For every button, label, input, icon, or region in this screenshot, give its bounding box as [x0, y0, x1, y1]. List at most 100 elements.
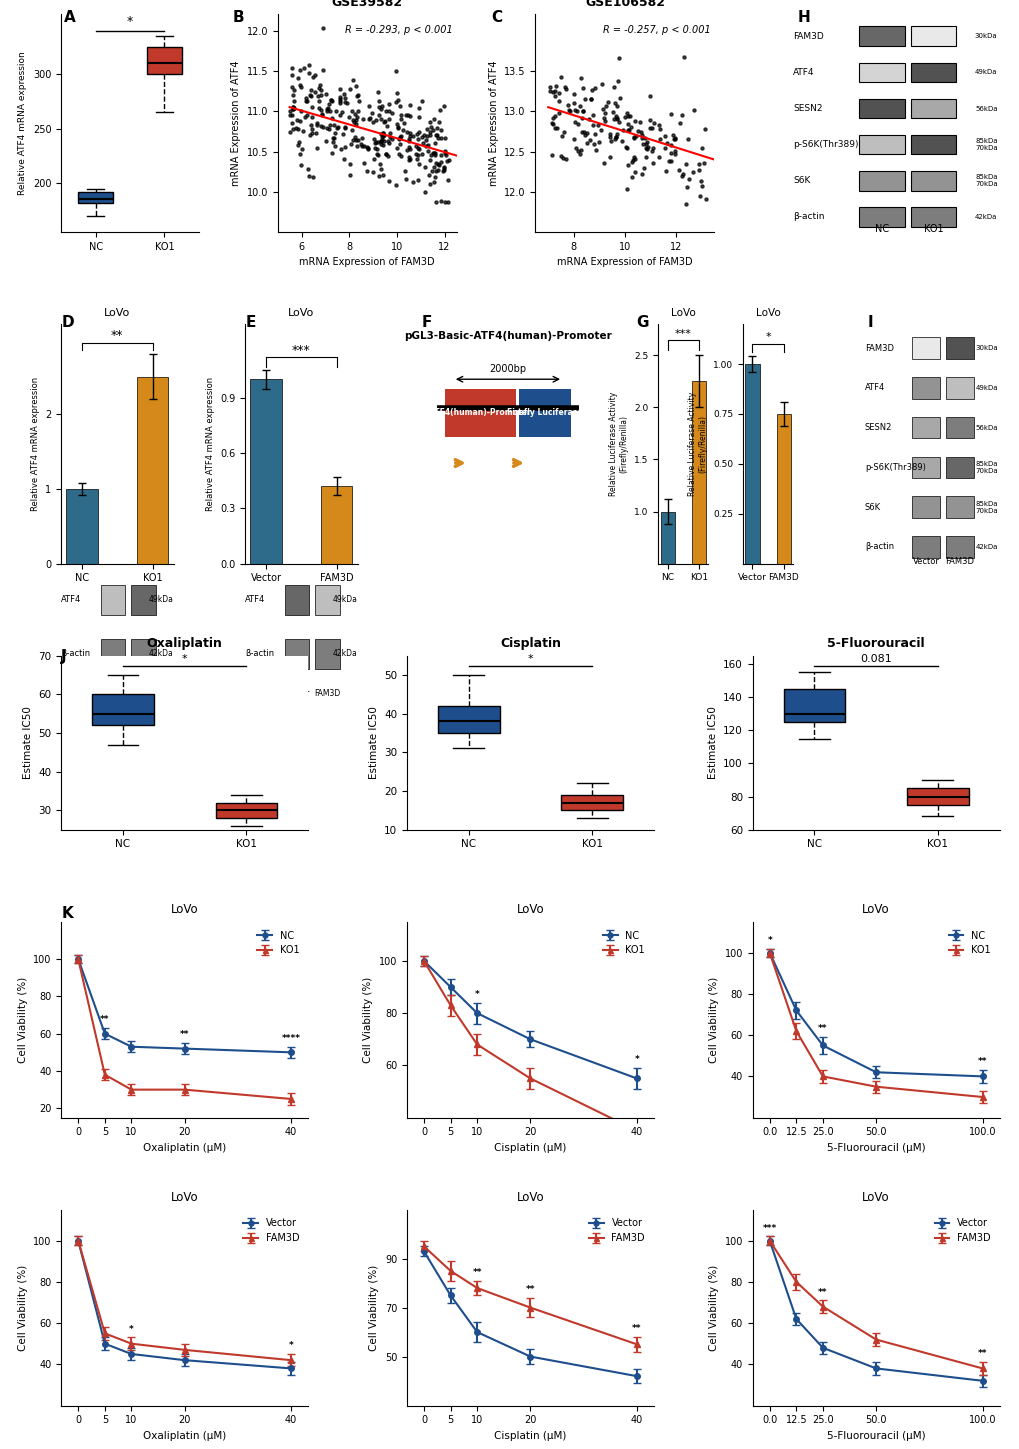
- Point: [436, 139, 452, 162]
- Point: [411, 138, 427, 161]
- Point: [614, 119, 631, 142]
- Title: LoVo: LoVo: [171, 1191, 199, 1204]
- Text: p-S6K(Thr389): p-S6K(Thr389): [864, 462, 924, 472]
- Point: [608, 94, 625, 117]
- Point: [665, 126, 682, 149]
- Point: [409, 122, 425, 145]
- Point: [374, 129, 390, 152]
- Point: [633, 126, 649, 149]
- FancyBboxPatch shape: [858, 99, 904, 119]
- Point: [602, 129, 619, 152]
- Point: [370, 96, 386, 119]
- Point: [366, 128, 382, 151]
- PathPatch shape: [783, 688, 845, 722]
- Text: 85kDa
70kDa: 85kDa 70kDa: [974, 174, 997, 187]
- Point: [546, 104, 562, 128]
- Point: [421, 172, 437, 196]
- Point: [284, 96, 301, 119]
- Point: [310, 77, 326, 100]
- Point: [644, 136, 660, 159]
- Point: [400, 148, 417, 171]
- Point: [326, 113, 342, 136]
- Text: **: **: [111, 329, 123, 342]
- Point: [373, 129, 389, 152]
- Point: [414, 142, 430, 165]
- Point: [426, 107, 442, 130]
- Point: [436, 191, 452, 214]
- Point: [665, 128, 682, 151]
- Point: [566, 83, 582, 106]
- Text: F: F: [421, 314, 431, 329]
- Y-axis label: mRNA Expression of ATF4: mRNA Expression of ATF4: [230, 61, 240, 185]
- Point: [542, 75, 558, 99]
- Point: [370, 81, 386, 104]
- Point: [572, 94, 588, 117]
- Point: [391, 133, 408, 156]
- Point: [695, 152, 711, 175]
- Point: [305, 65, 321, 88]
- Text: **: **: [632, 1324, 641, 1333]
- Point: [367, 130, 383, 154]
- Point: [435, 156, 451, 180]
- Point: [399, 103, 416, 126]
- Point: [322, 88, 338, 112]
- Text: H: H: [797, 10, 809, 25]
- Text: I: I: [866, 314, 872, 329]
- Point: [556, 75, 573, 99]
- Point: [585, 113, 601, 136]
- X-axis label: mRNA Expression of FAM3D: mRNA Expression of FAM3D: [556, 258, 692, 268]
- Point: [381, 100, 397, 123]
- Point: [422, 123, 438, 146]
- Point: [372, 156, 388, 180]
- Point: [401, 94, 418, 117]
- Point: [557, 77, 574, 100]
- FancyBboxPatch shape: [910, 207, 956, 226]
- Point: [585, 104, 601, 128]
- Point: [639, 135, 655, 158]
- Point: [380, 145, 396, 168]
- Point: [575, 99, 591, 122]
- Y-axis label: Cell Viability (%): Cell Viability (%): [17, 1265, 28, 1350]
- Point: [400, 135, 417, 158]
- Point: [377, 109, 393, 132]
- Point: [383, 101, 399, 125]
- Point: [410, 152, 426, 175]
- Point: [621, 104, 637, 128]
- Point: [435, 94, 451, 117]
- Point: [638, 138, 654, 161]
- Point: [299, 104, 315, 128]
- Point: [419, 139, 435, 162]
- Point: [658, 132, 675, 155]
- Text: ATF4(human)-Promoter: ATF4(human)-Promoter: [429, 409, 531, 417]
- X-axis label: mRNA Expression of FAM3D: mRNA Expression of FAM3D: [299, 258, 434, 268]
- Point: [608, 123, 625, 146]
- FancyBboxPatch shape: [910, 99, 956, 119]
- FancyBboxPatch shape: [911, 456, 940, 478]
- Text: *: *: [126, 14, 133, 28]
- Point: [604, 101, 621, 125]
- Y-axis label: Relative Luciferase Activity
(Firefly/Renilla): Relative Luciferase Activity (Firefly/Re…: [688, 391, 707, 496]
- Point: [429, 126, 445, 149]
- Point: [620, 104, 636, 128]
- Point: [283, 57, 300, 80]
- Point: [560, 100, 577, 123]
- X-axis label: Cisplatin (μM): Cisplatin (μM): [494, 1143, 566, 1153]
- Point: [544, 113, 560, 136]
- Point: [581, 107, 597, 130]
- FancyBboxPatch shape: [945, 338, 973, 359]
- Bar: [320, 487, 353, 564]
- Point: [691, 184, 707, 207]
- Y-axis label: Relative ATF4 mRNA expression: Relative ATF4 mRNA expression: [18, 51, 28, 196]
- Text: A: A: [64, 10, 75, 25]
- Point: [421, 110, 437, 133]
- Point: [576, 120, 592, 143]
- Text: 56kDa: 56kDa: [974, 106, 997, 112]
- Point: [595, 106, 611, 129]
- Point: [567, 110, 583, 133]
- Text: SESN2: SESN2: [793, 104, 822, 113]
- Point: [432, 143, 448, 167]
- Point: [401, 138, 418, 161]
- Point: [324, 126, 340, 149]
- Point: [409, 170, 425, 193]
- Point: [389, 116, 406, 139]
